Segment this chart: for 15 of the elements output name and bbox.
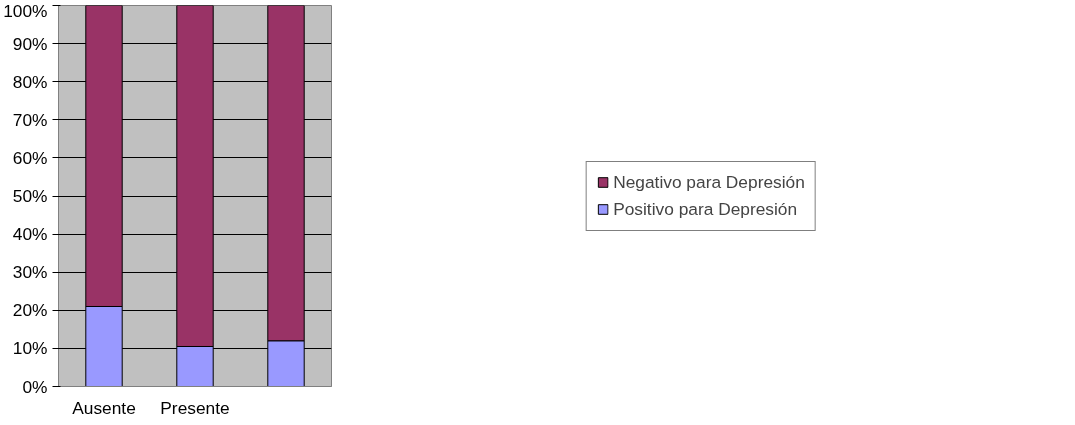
y-tick-label: 30% [12,262,48,283]
y-tick-label: 20% [12,300,48,321]
legend-label: Negativo para Depresión [613,171,805,193]
y-tick-label: 40% [12,224,48,245]
y-tick-label: 70% [12,109,48,130]
y-tick-label: 80% [12,71,48,92]
y-tick-label: 10% [12,338,48,359]
y-tick-label: 0% [22,376,48,397]
x-tick-label: Ausente [72,397,136,418]
x-tick-label: Presente [160,397,230,418]
legend-label: Positivo para Depresión [613,198,798,220]
y-tick-label: 50% [12,186,48,206]
y-tick-label: 60% [12,147,48,168]
y-tick-label: 100% [3,0,48,21]
y-tick-label: 90% [12,33,48,54]
